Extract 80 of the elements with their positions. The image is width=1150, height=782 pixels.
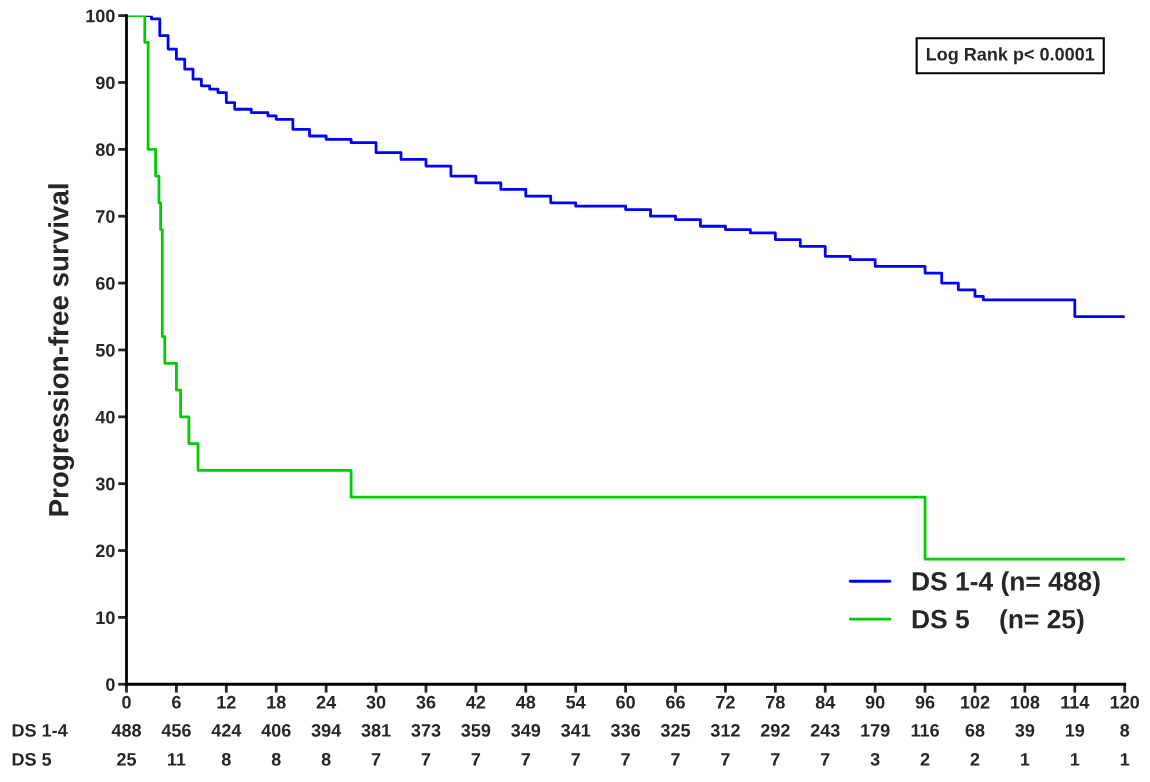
text: 8 <box>321 752 331 766</box>
x-tick-label: 30 <box>366 695 386 709</box>
text: 488 <box>111 724 142 737</box>
text: 7 <box>571 753 580 766</box>
text: 2 <box>970 752 980 766</box>
text: 68 <box>965 724 985 737</box>
text: 341 <box>561 724 591 737</box>
text: 394 <box>311 724 342 737</box>
text: 424 <box>211 724 242 737</box>
y-tick-label: 20 <box>95 544 115 558</box>
legend-label: DS 5 (n= 25) <box>912 609 1084 634</box>
text: 2 <box>920 752 930 766</box>
text: 406 <box>261 724 291 737</box>
legend-label: DS 1-4 (n= 488) <box>912 571 1100 596</box>
x-tick-label: 12 <box>217 695 236 709</box>
x-tick-label: 84 <box>815 695 836 709</box>
x-tick-label: 24 <box>316 695 337 709</box>
text: 7 <box>371 753 381 766</box>
text: 243 <box>810 724 840 737</box>
text: 359 <box>461 724 491 737</box>
y-tick-label: 60 <box>95 277 115 290</box>
x-tick-label: 96 <box>915 695 935 709</box>
x-tick-label: 36 <box>416 695 436 709</box>
text: 7 <box>621 753 630 766</box>
x-tick-label: 42 <box>466 695 486 709</box>
text: 7 <box>821 753 830 766</box>
x-tick-label: 18 <box>267 695 286 709</box>
text: DS 5 <box>12 752 52 766</box>
y-tick-label: 80 <box>95 143 115 157</box>
text: 7 <box>421 753 431 766</box>
text: 312 <box>710 724 740 737</box>
x-tick-label: 120 <box>1110 695 1140 709</box>
text: 179 <box>861 724 890 737</box>
x-tick-label: 66 <box>666 695 685 709</box>
y-tick-label: 70 <box>96 210 115 223</box>
x-tick-label: 48 <box>516 695 536 709</box>
text: 349 <box>511 724 541 737</box>
y-tick-label: 50 <box>95 343 115 357</box>
text: 1 <box>1021 753 1030 766</box>
text: 3 <box>870 752 880 766</box>
text: 19 <box>1065 724 1085 737</box>
text: 39 <box>1015 724 1035 737</box>
x-tick-label: 60 <box>616 695 635 709</box>
text: 292 <box>760 724 790 737</box>
x-tick-label: 108 <box>1010 695 1040 709</box>
text: 25 <box>117 752 137 766</box>
y-tick-label: 90 <box>95 76 115 90</box>
text: 7 <box>771 753 780 766</box>
text: 116 <box>911 724 939 737</box>
text: 7 <box>471 753 481 766</box>
text: 373 <box>411 724 441 737</box>
text: 7 <box>521 753 531 766</box>
text: 456 <box>161 724 191 737</box>
text: 8 <box>271 752 281 766</box>
text: 7 <box>671 753 680 766</box>
x-tick-label: 54 <box>566 696 586 709</box>
x-tick-label: 0 <box>122 695 131 709</box>
x-tick-label: 6 <box>172 695 181 709</box>
text: 1 <box>1070 753 1080 766</box>
text: DS 1-4 <box>12 724 68 737</box>
y-tick-label: 10 <box>96 611 115 625</box>
y-axis-title: Progression-free survival <box>48 184 75 516</box>
text: 336 <box>610 724 641 737</box>
x-tick-label: 90 <box>865 695 885 709</box>
x-tick-label: 78 <box>766 695 785 709</box>
y-tick-label: 0 <box>106 678 115 691</box>
x-tick-label: 72 <box>716 695 735 709</box>
y-tick-label: 30 <box>95 477 115 491</box>
text: 1 <box>1120 753 1130 766</box>
text: 7 <box>721 753 730 766</box>
text: 381 <box>361 724 391 737</box>
x-tick-label: 114 <box>1061 696 1090 709</box>
text: 11 <box>168 753 186 766</box>
text: 325 <box>660 724 691 737</box>
x-tick-label: 102 <box>961 695 990 709</box>
text: 8 <box>221 752 231 766</box>
text: 8 <box>1120 724 1130 737</box>
annotation: Log Rank p< 0.0001 <box>926 47 1095 65</box>
y-tick-label: 100 <box>86 9 115 23</box>
y-tick-label: 40 <box>95 410 115 424</box>
